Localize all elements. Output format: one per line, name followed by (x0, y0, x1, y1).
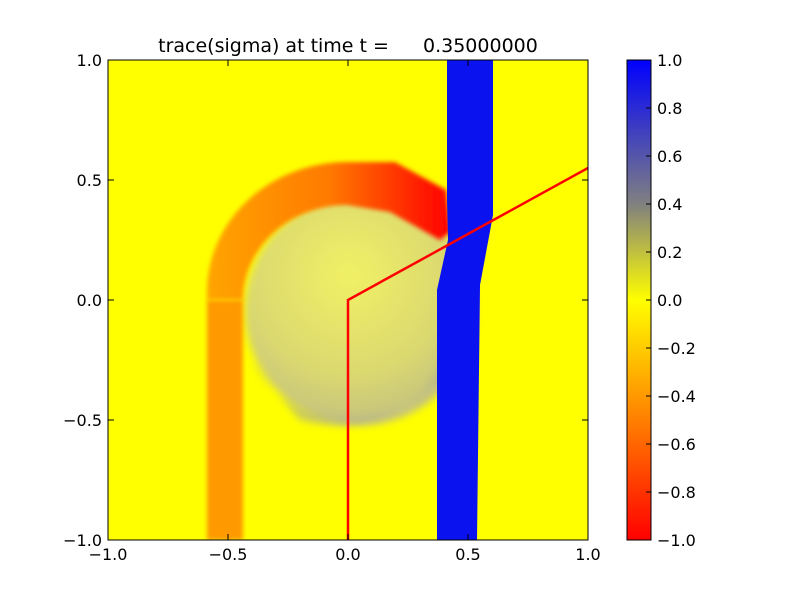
x-tick-label: −0.5 (209, 545, 248, 564)
heatmap-disk-region (245, 195, 475, 425)
x-tick-label: 0.5 (455, 545, 480, 564)
colorbar-tick-label: −0.2 (657, 339, 696, 358)
y-tick-label: −0.5 (63, 411, 102, 430)
colorbar-tick-label: 0.2 (657, 243, 682, 262)
y-axis: −1.0 −0.5 0.0 0.5 1.0 (63, 51, 588, 550)
y-tick-label: 0.5 (77, 171, 102, 190)
colorbar-tick-label: 1.0 (657, 51, 682, 70)
heatmap-vertical-band (437, 60, 493, 540)
colorbar-tick-label: 0.8 (657, 99, 682, 118)
y-tick-label: 0.0 (77, 291, 102, 310)
x-axis: −1.0 −0.5 0.0 0.5 1.0 (89, 60, 601, 564)
colorbar-tick-label: −1.0 (657, 531, 696, 550)
colorbar-tick-label: −0.6 (657, 435, 696, 454)
y-tick-label: −1.0 (63, 531, 102, 550)
colorbar-axis: 1.0 0.8 0.6 0.4 0.2 0.0 −0.2 −0.4 −0.6 −0.8 −1.0 (646, 51, 696, 550)
heatmap-arc-band (207, 162, 450, 300)
overlay-path (346, 166, 588, 540)
chart-title: trace(sigma) at time t = 0.35000000 (158, 35, 538, 57)
x-tick-label: 0.0 (335, 545, 360, 564)
colorbar-tick-label: 0.4 (657, 195, 682, 214)
title-time-value: 0.35000000 (423, 35, 538, 57)
colorbar-tick-label: −0.8 (657, 483, 696, 502)
colorbar-tick-label: 0.0 (657, 291, 682, 310)
heatmap-left-leg (207, 300, 243, 540)
colorbar-tick-label: 0.6 (657, 147, 682, 166)
colorbar-tick-label: −0.4 (657, 387, 696, 406)
y-tick-label: 1.0 (77, 51, 102, 70)
heatmap-plot-area (108, 60, 588, 540)
x-tick-label: 1.0 (575, 545, 600, 564)
title-label: trace(sigma) at time t = (158, 35, 389, 57)
x-tick-label: −1.0 (89, 545, 128, 564)
